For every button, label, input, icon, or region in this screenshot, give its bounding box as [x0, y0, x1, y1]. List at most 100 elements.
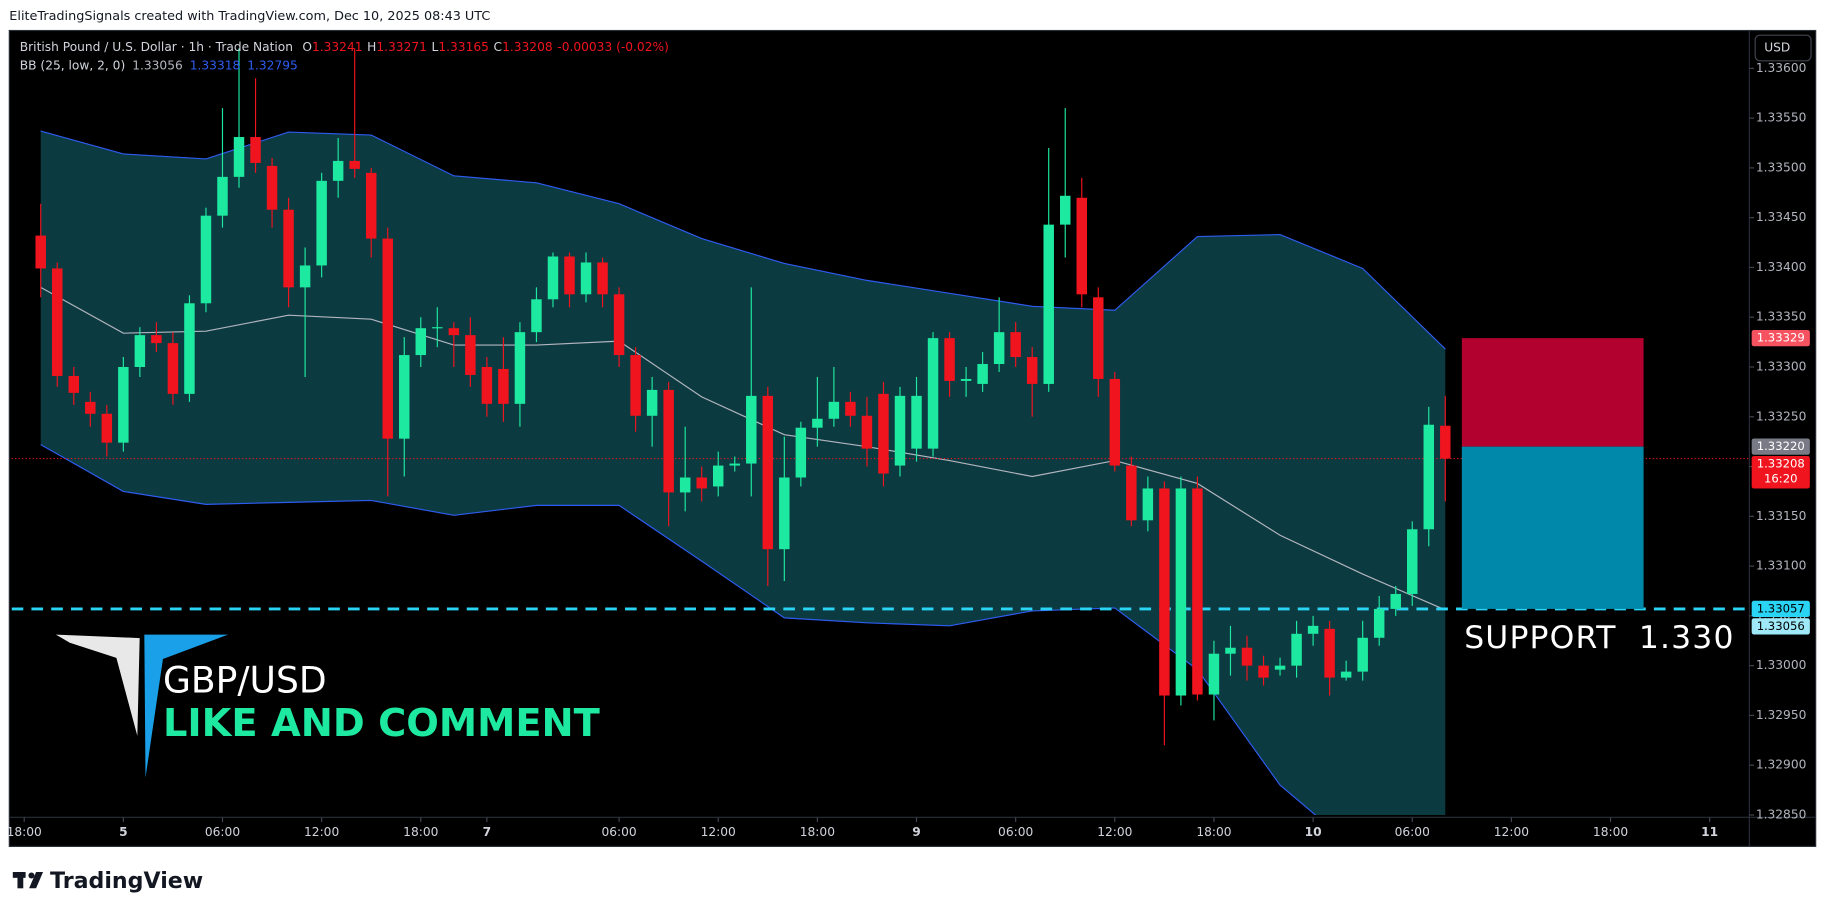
candle-body [1142, 488, 1154, 521]
candle-body [200, 215, 212, 304]
target-zone [1461, 446, 1644, 609]
candle-body [1043, 224, 1054, 384]
candle-body [1026, 357, 1038, 384]
candle-body [299, 265, 311, 288]
candle-body [382, 238, 393, 439]
candle-body [514, 332, 526, 404]
currency: USD [1764, 40, 1790, 54]
candle-body [1225, 647, 1236, 654]
support-label: SUPPORT 1.330 [1464, 620, 1734, 656]
candle-body [1208, 653, 1220, 695]
candle-body [481, 366, 493, 404]
band-upper [40, 130, 1446, 350]
ohlc-key: O [302, 39, 312, 53]
candle-body [944, 338, 955, 381]
candle-body [1010, 332, 1021, 358]
candle-body [35, 235, 46, 269]
band-middle [40, 286, 1446, 611]
candle-body [712, 465, 724, 487]
axes: British Pound / U.S. Dollar · 1h · Trade… [7, 34, 1812, 839]
x-tick-label: 18:00 [800, 825, 835, 839]
indicator-value: 1.33056 [132, 58, 183, 72]
candle-body [52, 268, 63, 376]
price-label-box [1751, 600, 1810, 618]
candle-body [1307, 625, 1319, 634]
y-tick-label: 1.33500 [1756, 160, 1807, 174]
candle-body [828, 401, 840, 419]
candle-body [134, 335, 146, 367]
x-tick-label: 18:00 [1593, 825, 1628, 839]
x-tick-label: 06:00 [601, 825, 636, 839]
candle-body [1274, 665, 1286, 670]
x-tick-label: 06:00 [1395, 825, 1430, 839]
candle-body [415, 328, 427, 356]
price-label: 1.33329 [1757, 331, 1805, 345]
y-tick-label: 1.32900 [1756, 758, 1807, 772]
candle-body [795, 427, 807, 478]
indicator-value: 1.32795 [247, 58, 298, 72]
candle-body [184, 303, 195, 394]
price-label: 1.33057 [1757, 601, 1805, 615]
ohlc-key: L [432, 39, 439, 53]
candle-body [861, 415, 873, 449]
x-tick-label: 5 [119, 825, 128, 839]
x-tick-label: 12:00 [701, 825, 736, 839]
candle-body [1324, 628, 1335, 678]
candle-body [977, 364, 988, 384]
x-tick-label: 11 [1701, 825, 1718, 839]
candle-body [399, 355, 410, 439]
candle-body [878, 393, 889, 474]
x-tick-label: 18:00 [7, 825, 42, 839]
x-tick-label: 06:00 [998, 825, 1033, 839]
cta-text: LIKE AND COMMENT [163, 701, 600, 746]
candle-body [663, 389, 674, 493]
y-tick-label: 1.33000 [1756, 658, 1807, 672]
ohlc-value: 1.33271 [376, 39, 427, 53]
candle-body [432, 327, 443, 329]
x-tick-label: 9 [912, 825, 921, 839]
ohlc-key: C [494, 39, 503, 53]
price-label-box [1751, 329, 1810, 347]
candle-body [1175, 488, 1187, 696]
ohlc-value: 1.33165 [438, 39, 489, 53]
candle-body [894, 395, 906, 466]
logo-blue [144, 634, 229, 778]
candle-body [68, 375, 80, 393]
candle-body [1340, 671, 1352, 678]
y-tick-label: 1.33400 [1756, 260, 1807, 274]
price-label-box [1751, 618, 1810, 635]
price-label: 1.33056 [1757, 619, 1805, 633]
legend-line: British Pound / U.S. Dollar · 1h · Trade… [20, 39, 669, 53]
x-tick-label: 12:00 [1097, 825, 1132, 839]
x-tick-label: 06:00 [205, 825, 240, 839]
candle-body [233, 137, 245, 177]
candle-body [1258, 665, 1269, 678]
y-tick-label: 1.33350 [1756, 310, 1807, 324]
candle-body [746, 395, 757, 464]
countdown: 16:20 [1764, 472, 1798, 486]
candle-body [1126, 465, 1137, 521]
logo-white [55, 634, 140, 736]
candle-body [101, 413, 113, 443]
x-tick-label: 10 [1305, 825, 1322, 839]
candle-body [250, 137, 261, 163]
price-label: 1.33220 [1757, 439, 1805, 453]
candle-body [630, 355, 641, 416]
candle-body [597, 262, 608, 295]
price-label-box [1751, 455, 1810, 489]
candle-body [1093, 297, 1104, 379]
candle-body [812, 418, 823, 428]
candle-body [1159, 488, 1170, 696]
candle-body [911, 395, 922, 449]
credit: EliteTradingSignals created with Trading… [9, 9, 490, 24]
candle-body [1357, 637, 1368, 672]
brand: TradingView [50, 868, 203, 894]
currency-button[interactable] [1754, 34, 1812, 62]
candle-body [580, 262, 592, 295]
candle-body [779, 477, 790, 550]
price-label: 1.33208 [1757, 457, 1805, 471]
x-tick-label: 7 [483, 825, 492, 839]
candle-body [762, 395, 774, 550]
